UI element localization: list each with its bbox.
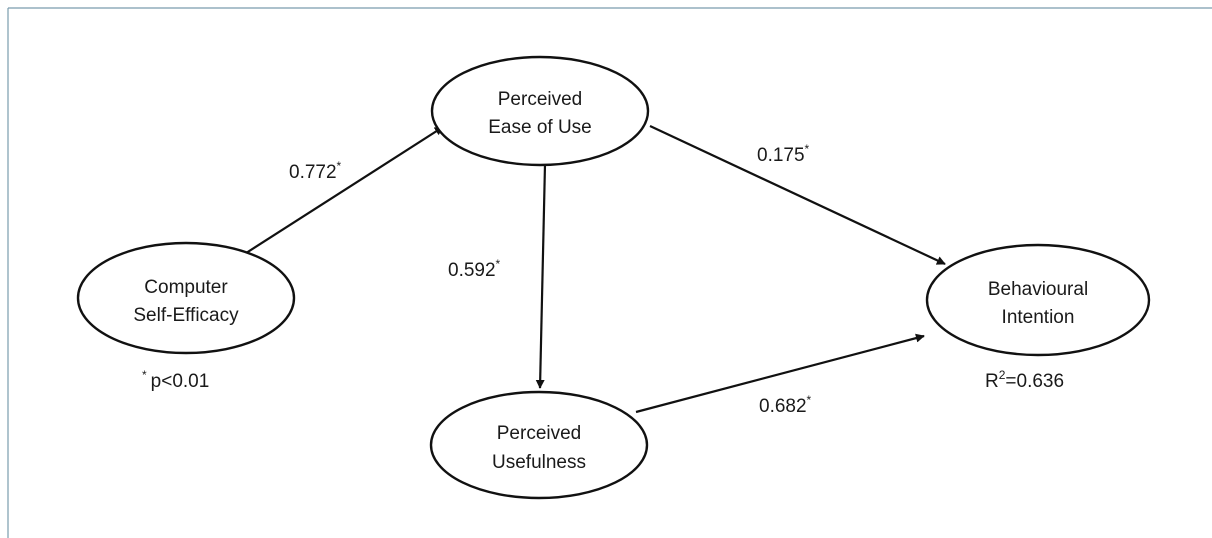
node-label-line1: Computer [144,277,228,298]
edge-pu-to-bi [635,333,925,414]
node-label-line2: Self-Efficacy [133,305,239,326]
node-label-line2: Usefulness [492,452,586,473]
node-label-line1: Perceived [497,423,582,444]
note-text: p<0.01 [151,371,210,392]
coef-star: * [807,393,812,407]
edge-cse-to-peou [242,126,444,256]
node-ellipse [429,390,649,500]
node-label-line2: Ease of Use [488,117,592,138]
coef-value: 0.772 [289,162,337,183]
node-label-line1: Behavioural [988,279,1088,300]
node-ellipse [430,55,650,167]
coef-pu-to-bi: 0.682* [759,393,812,417]
edge-peou-to-bi [649,125,946,265]
significance-note: * p<0.01 [142,368,209,392]
coef-peou-to-pu: 0.592* [448,257,501,281]
coef-star: * [337,159,342,173]
coef-peou-to-bi: 0.175* [757,142,810,166]
coef-cse-to-peou: 0.772* [289,159,342,183]
node-computer-self-efficacy: Computer Self-Efficacy [76,241,296,355]
node-behavioural-intention: Behavioural Intention [925,243,1151,357]
edge-peou-to-pu [535,163,547,389]
coef-value: 0.682 [759,396,807,417]
node-perceived-usefulness: Perceived Usefulness [429,390,649,500]
note-star: * [142,368,147,382]
node-perceived-ease-of-use: Perceived Ease of Use [430,55,650,167]
node-ellipse [925,243,1151,357]
node-label-line1: Perceived [498,89,583,110]
r-squared-label: R2=0.636 [985,368,1064,392]
node-label-line2: Intention [1002,307,1075,328]
coef-star: * [805,142,810,156]
coef-star: * [496,257,501,271]
r-symbol: R [985,371,999,392]
r-exponent: 2 [999,368,1006,382]
node-ellipse [76,241,296,355]
r-value: =0.636 [1005,371,1064,392]
coef-value: 0.592 [448,260,496,281]
coef-value: 0.175 [757,145,805,166]
